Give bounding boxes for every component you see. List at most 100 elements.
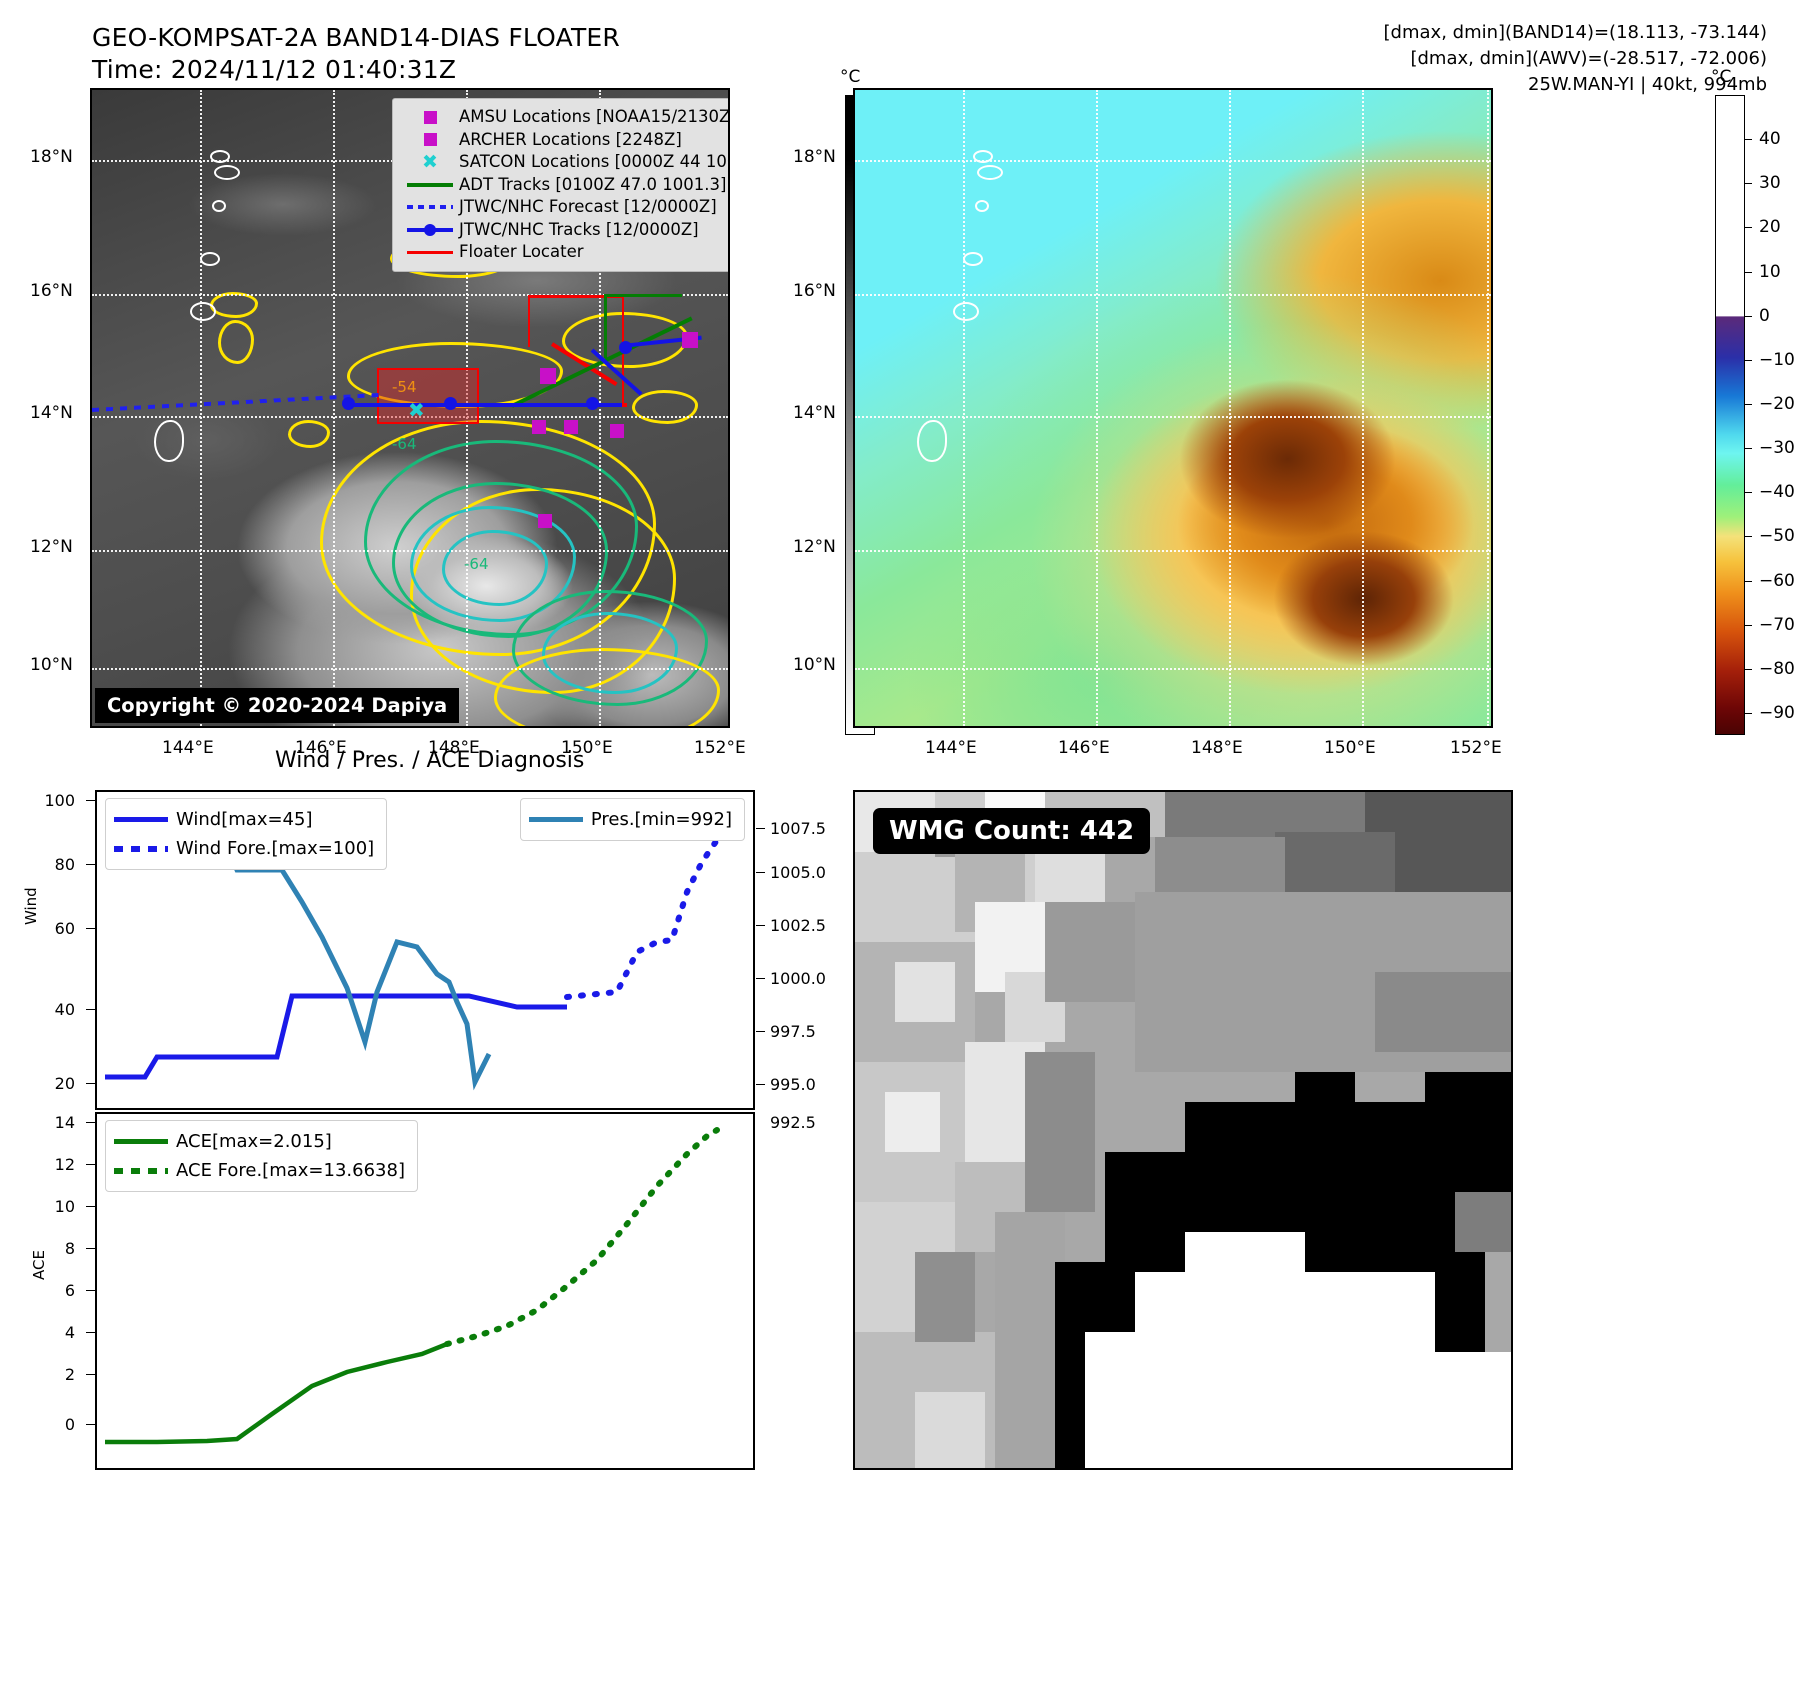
contour-yellow [218, 320, 254, 364]
legend-label: ADT Tracks [0100Z 47.0 1001.3] [459, 174, 727, 194]
solid-blue-line-icon [114, 817, 176, 822]
colorbar-tick-label: −20 [1759, 393, 1795, 414]
gridline-lon [1229, 90, 1231, 726]
coastline [963, 252, 983, 266]
wind-pressure-chart[interactable]: Wind[max=45] Wind Fore.[max=100] Pres.[m… [95, 790, 755, 1110]
colorbar-tick-mark [1745, 448, 1752, 450]
colorbar-tick-mark [1745, 315, 1752, 317]
legend-row-satcon: ✖ SATCON Locations [0000Z 44 1000] [401, 150, 728, 174]
copyright-badge: Copyright © 2020-2024 Dapiya [95, 688, 460, 723]
ace-chart[interactable]: ACE[max=2.015] ACE Fore.[max=13.6638] [95, 1112, 755, 1470]
colorbar-tick-label: −30 [1759, 438, 1795, 459]
lon-label: 150°E [561, 738, 613, 758]
wind-tick: 100 [44, 791, 75, 810]
ace-tick: 10 [54, 1197, 75, 1216]
lat-label: 12°N [30, 537, 73, 557]
gridline-lon [1487, 90, 1489, 726]
colorbar-tick-label: −60 [1759, 570, 1795, 591]
pressure-tick: 997.5 [770, 1022, 816, 1041]
dotted-blue-line-icon [401, 205, 459, 210]
ace-tick: 0 [64, 1415, 75, 1434]
legend-row-jtwc-forecast: JTWC/NHC Forecast [12/0000Z] [401, 196, 728, 219]
contour-yellow [288, 420, 330, 448]
ace-forecast-line [444, 1127, 720, 1347]
legend-label: ACE[max=2.015] [176, 1131, 332, 1152]
x-cyan-icon: ✖ [422, 150, 438, 173]
adt-track [604, 294, 607, 358]
gridline-lon [1362, 90, 1364, 726]
wind-series-line [105, 993, 567, 1080]
wind-tick: 60 [54, 919, 75, 938]
ir-satellite-panel[interactable]: -54 -64 -64 ✖ Copyright © 2020-2024 Dapi… [90, 88, 730, 728]
colorbar-tick-mark [1745, 359, 1752, 361]
archer-location-marker [532, 420, 546, 434]
gridline-lat [855, 294, 1491, 296]
legend-label: Pres.[min=992] [590, 809, 732, 830]
colorbar-tick-label: −40 [1759, 482, 1795, 503]
colorbar-tick-label: 0 [1759, 305, 1770, 326]
amsu-location-marker [540, 368, 556, 384]
gridline-lat [92, 668, 728, 670]
lat-label: 16°N [793, 281, 836, 301]
legend-row-floater: Floater Locater [401, 241, 728, 264]
colorbar-tick-mark [1745, 139, 1752, 141]
map-legend: AMSU Locations [NOAA15/2130Z 45 999] ARC… [392, 98, 728, 272]
gridline-lon [333, 90, 335, 726]
legend-row-adt: ADT Tracks [0100Z 47.0 1001.3] [401, 174, 728, 197]
lon-label: 146°E [295, 738, 347, 758]
lat-label: 16°N [30, 281, 73, 301]
wind-legend: Wind[max=45] Wind Fore.[max=100] [105, 798, 388, 870]
archer-location-marker [538, 514, 552, 528]
amsu-location-marker [682, 332, 698, 348]
wmg-panel[interactable]: WMG Count: 442 [853, 790, 1513, 1470]
pressure-legend: Pres.[min=992] [519, 798, 745, 841]
pressure-tick: 1002.5 [770, 916, 826, 935]
lon-label: 150°E [1324, 738, 1376, 758]
jtwc-track [347, 403, 622, 407]
colorbar-tick-mark [1745, 580, 1752, 582]
ace-tick: 8 [64, 1239, 75, 1258]
gridline-lat [855, 160, 1491, 162]
colorbar-tick-label: 20 [1759, 217, 1781, 238]
lat-label: 14°N [30, 403, 73, 423]
coastline [917, 420, 947, 462]
lat-label: 18°N [30, 147, 73, 167]
archer-location-marker [564, 420, 578, 434]
legend-row-jtwc-tracks: JTWC/NHC Tracks [12/0000Z] [401, 219, 728, 242]
lon-label: 152°E [694, 738, 746, 758]
floater-locater-box [377, 368, 479, 424]
colorbar-gradient [1715, 95, 1745, 735]
floater-locater-line [528, 295, 530, 347]
coastline [975, 200, 989, 212]
colorbar-tick-mark [1745, 492, 1752, 494]
pressure-tick: 992.5 [770, 1113, 816, 1132]
lon-label: 144°E [162, 738, 214, 758]
colorbar-tick-label: −90 [1759, 702, 1795, 723]
colorbar-tick-label: 40 [1759, 129, 1781, 150]
legend-label: JTWC/NHC Forecast [12/0000Z] [459, 197, 717, 216]
contour-label: -54 [392, 378, 417, 396]
colorbar-tick-mark [1745, 536, 1752, 538]
lon-label: 144°E [925, 738, 977, 758]
colorbar-unit: °C [1711, 67, 1732, 87]
contour-yellow [632, 390, 698, 424]
colorbar-tick-label: −10 [1759, 349, 1795, 370]
wv-satellite-panel[interactable] [853, 88, 1493, 728]
ace-legend: ACE[max=2.015] ACE Fore.[max=13.6638] [105, 1120, 418, 1192]
jtwc-track-point [619, 341, 632, 354]
line-red-icon [401, 250, 459, 254]
gridline-lat [92, 294, 728, 296]
gridline-lat [855, 550, 1491, 552]
contour-label: -64 [464, 555, 489, 573]
colorbar-tick-mark [1745, 183, 1752, 185]
header-info-band14: [dmax, dmin](BAND14)=(18.113, -73.144) [1383, 22, 1767, 43]
lon-label: 146°E [1058, 738, 1110, 758]
dotted-green-line-icon [114, 1167, 176, 1174]
wind-tick: 80 [54, 855, 75, 874]
lat-label: 10°N [793, 655, 836, 675]
colorbar-tick-mark [1745, 668, 1752, 670]
legend-row-pressure: Pres.[min=992] [528, 805, 732, 834]
contour-teal [410, 506, 576, 622]
coastline [154, 420, 184, 462]
solid-steelblue-line-icon [528, 817, 591, 822]
